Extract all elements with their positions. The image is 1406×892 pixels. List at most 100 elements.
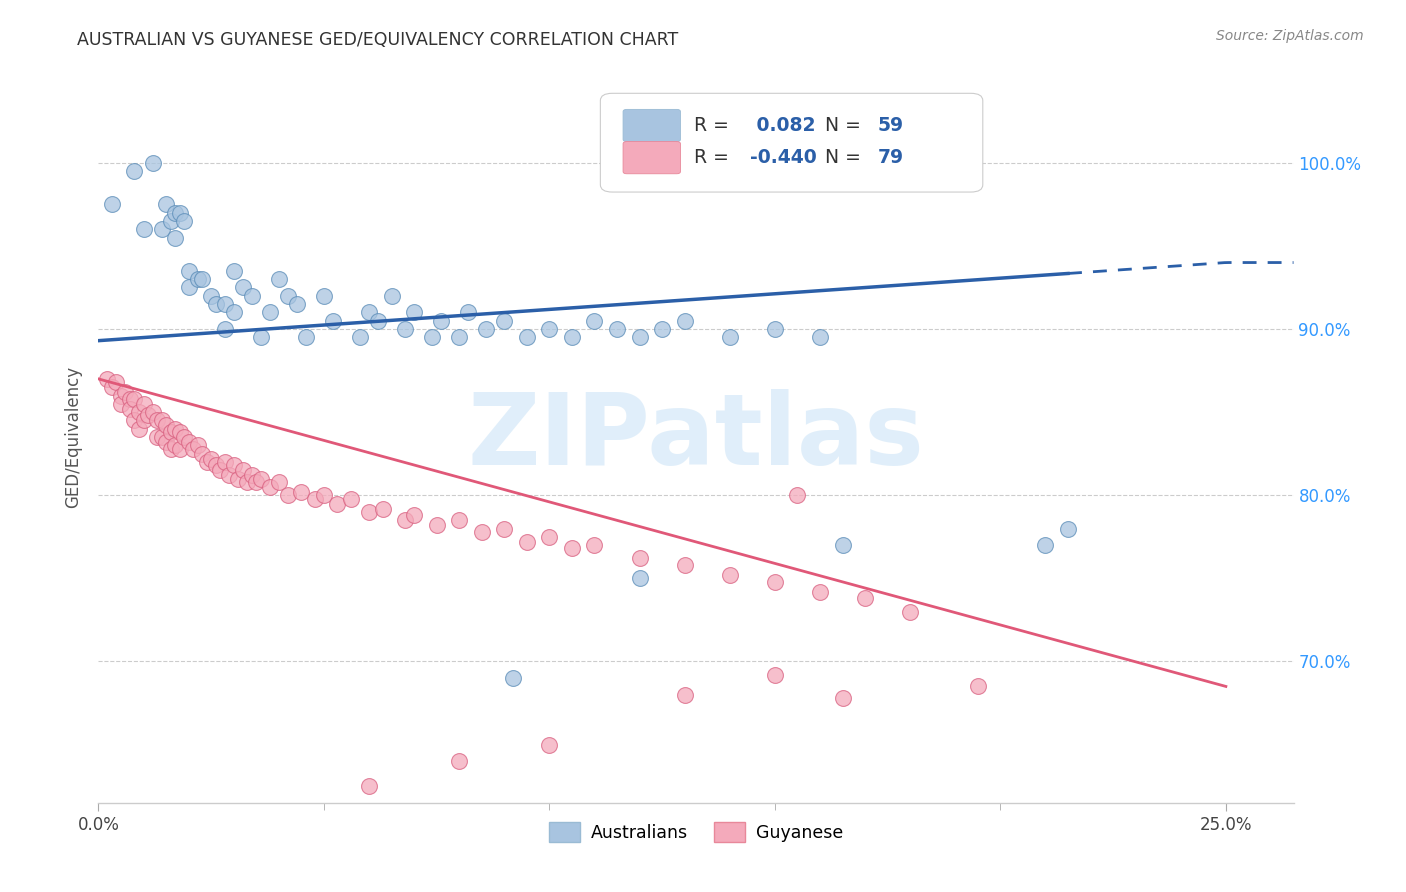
Point: [204, 297, 226, 311]
Point: [357, 505, 380, 519]
Point: [516, 534, 538, 549]
Point: [394, 322, 416, 336]
Point: [150, 413, 173, 427]
Point: [606, 322, 628, 336]
Point: [177, 264, 200, 278]
Point: [312, 289, 335, 303]
Point: [628, 571, 651, 585]
Point: [420, 330, 443, 344]
Point: [181, 442, 204, 456]
Point: [200, 289, 222, 303]
Point: [165, 422, 187, 436]
Point: [763, 668, 786, 682]
Point: [475, 322, 498, 336]
Point: [808, 584, 831, 599]
Point: [124, 164, 146, 178]
Point: [831, 691, 853, 706]
Point: [471, 524, 494, 539]
Text: ZIPatlas: ZIPatlas: [468, 389, 924, 485]
Point: [187, 438, 209, 452]
Point: [101, 197, 124, 211]
Point: [277, 289, 299, 303]
Point: [146, 430, 169, 444]
Point: [204, 458, 226, 473]
Point: [132, 413, 155, 427]
Point: [96, 372, 118, 386]
Point: [457, 305, 479, 319]
Point: [267, 475, 290, 489]
Point: [853, 591, 876, 606]
Point: [394, 513, 416, 527]
Point: [214, 455, 236, 469]
Point: [191, 272, 214, 286]
Point: [177, 280, 200, 294]
Point: [304, 491, 326, 506]
Point: [290, 484, 312, 499]
Text: 59: 59: [877, 116, 904, 135]
Point: [132, 397, 155, 411]
Point: [502, 671, 524, 685]
Point: [214, 297, 236, 311]
Point: [449, 754, 471, 768]
Point: [222, 264, 245, 278]
Point: [191, 447, 214, 461]
Point: [583, 314, 606, 328]
Point: [898, 605, 921, 619]
FancyBboxPatch shape: [623, 142, 681, 174]
Point: [245, 475, 267, 489]
Text: N =: N =: [825, 116, 860, 135]
Point: [236, 475, 259, 489]
Point: [312, 488, 335, 502]
Point: [128, 422, 150, 436]
Point: [110, 388, 132, 402]
Point: [718, 330, 741, 344]
Point: [165, 230, 187, 244]
Point: [322, 314, 344, 328]
Point: [124, 392, 146, 406]
Text: 0.082: 0.082: [749, 116, 815, 135]
Point: [128, 405, 150, 419]
Point: [169, 425, 191, 439]
Text: R =: R =: [693, 116, 728, 135]
Point: [763, 574, 786, 589]
Point: [159, 442, 181, 456]
Point: [232, 280, 254, 294]
Point: [673, 688, 696, 702]
Point: [136, 409, 159, 423]
Point: [146, 413, 169, 427]
Point: [155, 435, 177, 450]
Point: [240, 289, 263, 303]
Text: -0.440: -0.440: [749, 148, 817, 167]
Point: [430, 314, 453, 328]
Point: [141, 405, 163, 419]
Point: [651, 322, 673, 336]
Point: [114, 385, 136, 400]
FancyBboxPatch shape: [600, 94, 983, 192]
Point: [101, 380, 124, 394]
Point: [222, 305, 245, 319]
Point: [159, 214, 181, 228]
Y-axis label: GED/Equivalency: GED/Equivalency: [65, 366, 83, 508]
Point: [177, 435, 200, 450]
Point: [340, 491, 363, 506]
Point: [218, 468, 240, 483]
Point: [249, 330, 271, 344]
Point: [538, 322, 561, 336]
Point: [808, 330, 831, 344]
Text: N =: N =: [825, 148, 860, 167]
Point: [404, 305, 426, 319]
Point: [209, 463, 232, 477]
Point: [380, 289, 402, 303]
Point: [150, 222, 173, 236]
Point: [449, 330, 471, 344]
Point: [583, 538, 606, 552]
Point: [404, 508, 426, 523]
Point: [516, 330, 538, 344]
Point: [259, 480, 281, 494]
Point: [169, 442, 191, 456]
Point: [124, 413, 146, 427]
Point: [165, 438, 187, 452]
Point: [232, 463, 254, 477]
Point: [200, 451, 222, 466]
Point: [538, 738, 561, 752]
